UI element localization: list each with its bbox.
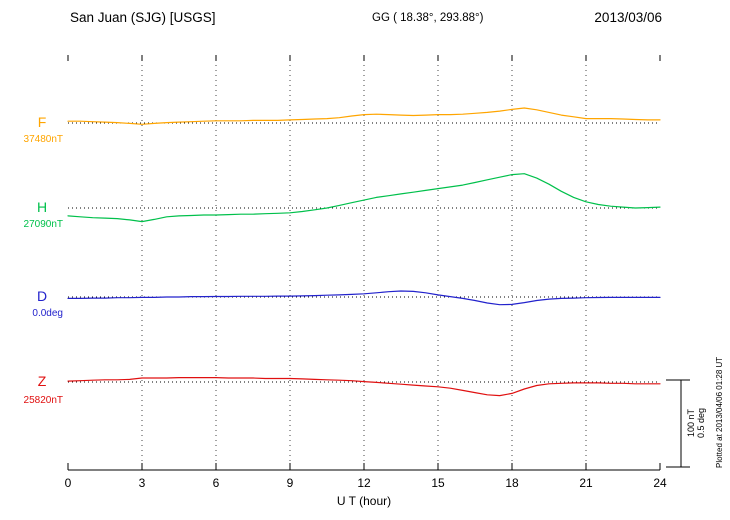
x-tick-label: 6 (213, 476, 220, 490)
plotted-at-note: Plotted at 2013/04/06 01:28 UT (715, 357, 724, 468)
header-station: San Juan (SJG) [USGS] (70, 10, 216, 25)
scale-bar (666, 379, 690, 468)
header-date: 2013/03/06 (594, 10, 662, 25)
x-tick-label: 21 (579, 476, 593, 490)
x-tick-label: 0 (65, 476, 72, 490)
series-label-z: Z (38, 373, 47, 389)
axis-layer: 0 3 6 9 12 15 18 21 24 (65, 55, 667, 490)
trace-z (67, 377, 661, 397)
trace-layer (67, 107, 661, 397)
trace-d (67, 290, 661, 306)
series-label-d: D (37, 288, 47, 304)
scale-label-deg: 0.5 deg (696, 408, 706, 438)
header-coords: GG ( 18.38°, 293.88°) (372, 12, 484, 24)
series-label-f: F (38, 114, 47, 130)
x-tick-label: 3 (139, 476, 146, 490)
x-tick-label: 12 (357, 476, 371, 490)
x-tick-label: 9 (287, 476, 294, 490)
x-axis-title: U T (hour) (337, 494, 391, 508)
series-baseline-h: 27090nT (24, 219, 63, 230)
series-baseline-f: 37480nT (24, 134, 63, 145)
x-tick-label: 24 (653, 476, 667, 490)
trace-h (67, 173, 661, 223)
series-baseline-z: 25820nT (24, 395, 63, 406)
x-tick-label: 18 (505, 476, 519, 490)
scale-label-nt: 100 nT (686, 408, 696, 437)
series-label-h: H (37, 199, 47, 215)
x-tick-label: 15 (431, 476, 445, 490)
grid-layer (68, 55, 660, 470)
trace-f (67, 107, 661, 125)
series-baseline-d: 0.0deg (32, 308, 63, 319)
